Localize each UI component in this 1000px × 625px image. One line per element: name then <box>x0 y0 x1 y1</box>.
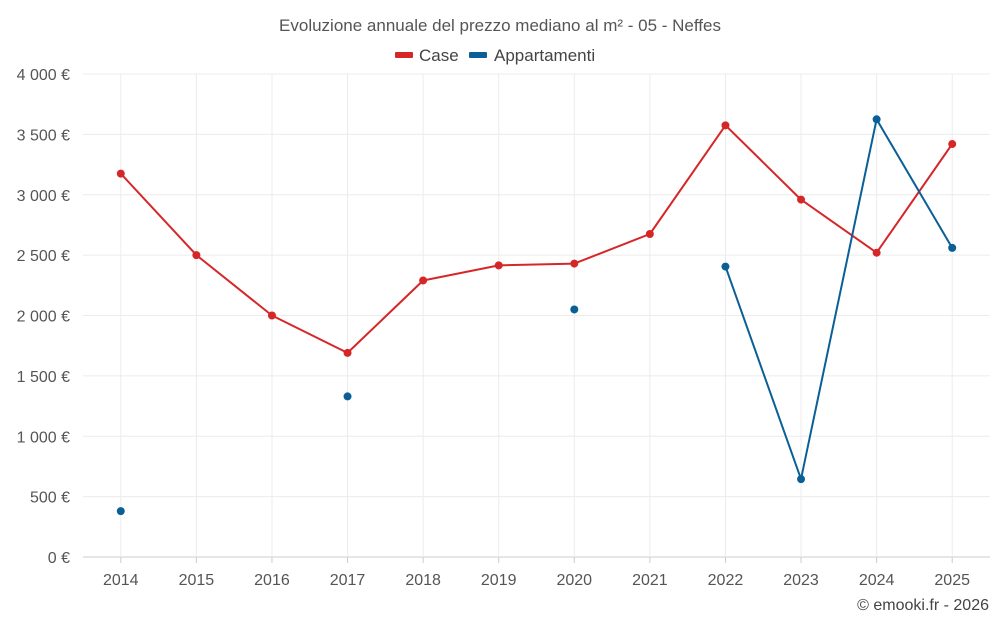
data-point[interactable] <box>343 392 352 401</box>
axes: 0 € 500 € 1 000 € 1 500 € 2 000 € 2 500 € 3 00… <box>17 67 970 589</box>
x-tick-label: 2015 <box>179 572 215 589</box>
data-point[interactable] <box>343 348 352 357</box>
series-line <box>724 118 954 481</box>
x-tick-label: 2020 <box>556 572 592 589</box>
data-point[interactable] <box>570 305 579 314</box>
y-tick-label: 3 000 € <box>17 188 70 205</box>
data-point[interactable] <box>645 229 654 238</box>
legend-swatch-appartamenti <box>469 52 487 58</box>
y-tick-label: 1 000 € <box>17 429 70 446</box>
data-point[interactable] <box>116 507 125 516</box>
legend-label-case: Case <box>419 46 459 65</box>
x-tick-label: 2021 <box>632 572 668 589</box>
legend-item-appartamenti[interactable]: Appartamenti <box>469 46 595 65</box>
data-point[interactable] <box>872 115 881 124</box>
data-point[interactable] <box>721 121 730 130</box>
data-point[interactable] <box>797 475 806 484</box>
y-tick-label: 3 500 € <box>17 127 70 144</box>
series-appartamenti <box>116 115 957 516</box>
credit-text: © emooki.fr - 2026 <box>857 597 989 614</box>
legend-label-appartamenti: Appartamenti <box>494 46 595 65</box>
y-tick-label: 2 000 € <box>17 309 70 326</box>
y-tick-label: 0 € <box>48 550 70 567</box>
data-point[interactable] <box>872 248 881 257</box>
data-point[interactable] <box>948 140 957 149</box>
chart-title: Evoluzione annuale del prezzo mediano al… <box>279 16 721 35</box>
series-case <box>116 121 957 357</box>
legend-swatch-case <box>395 52 413 58</box>
x-tick-label: 2016 <box>254 572 290 589</box>
data-point[interactable] <box>721 262 730 271</box>
data-point[interactable] <box>494 261 503 270</box>
x-tick-label: 2019 <box>481 572 517 589</box>
data-point[interactable] <box>267 311 276 320</box>
legend-item-case[interactable]: Case <box>395 46 459 65</box>
x-tick-label: 2025 <box>934 572 970 589</box>
x-tick-label: 2017 <box>330 572 366 589</box>
x-tick-label: 2022 <box>708 572 744 589</box>
x-tick-label: 2018 <box>405 572 441 589</box>
data-point[interactable] <box>570 259 579 268</box>
data-point[interactable] <box>116 169 125 178</box>
grid <box>83 73 990 558</box>
y-tick-label: 4 000 € <box>17 67 70 84</box>
data-point[interactable] <box>797 195 806 204</box>
y-tick-label: 1 500 € <box>17 369 70 386</box>
y-tick-label: 500 € <box>30 490 70 507</box>
x-tick-label: 2024 <box>859 572 895 589</box>
y-tick-label: 2 500 € <box>17 248 70 265</box>
series-line <box>120 124 954 354</box>
data-point[interactable] <box>948 243 957 252</box>
x-tick-label: 2014 <box>103 572 139 589</box>
data-point[interactable] <box>192 251 201 260</box>
data-point[interactable] <box>419 276 428 285</box>
series <box>116 115 957 516</box>
x-tick-label: 2023 <box>783 572 819 589</box>
legend: Case Appartamenti <box>395 46 595 65</box>
